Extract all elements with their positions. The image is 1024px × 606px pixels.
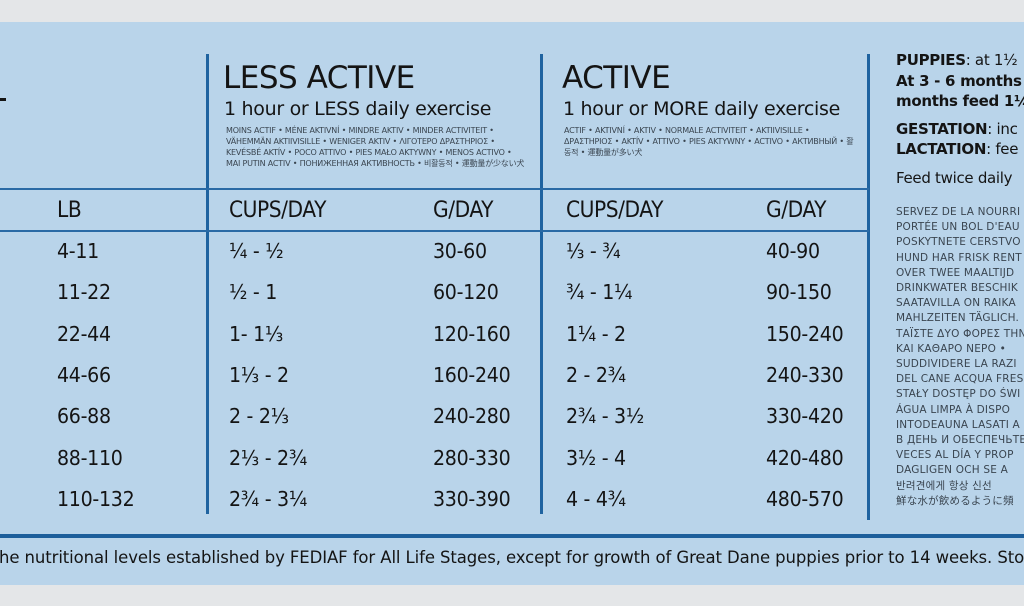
puppies-line-2: At 3 - 6 months: [896, 72, 1022, 90]
cell-less-cups: 1- 1⅓: [229, 321, 284, 346]
cell-less-cups: ¼ - ½: [229, 239, 284, 263]
cell-active-g: 240-330: [766, 362, 844, 387]
active-cups-header: CUPS/DAY: [566, 198, 664, 223]
cell-less-cups: 2⅓ - 2¾: [229, 445, 307, 470]
translation-line: SUDDIVIDERE LA RAZI: [896, 358, 1017, 371]
translation-line: ÁGUA LIMPA À DISPO: [896, 403, 1011, 416]
translation-line: MAHLZEITEN TÄGLICH.: [896, 312, 1020, 325]
cell-lb: 66-88: [57, 404, 111, 429]
less-active-subtitle: 1 hour or LESS daily exercise: [224, 98, 492, 120]
translation-line: 鮮な水が飲めるように頻: [896, 494, 1014, 507]
header-top-rule: [0, 188, 869, 190]
header-bottom-rule: [0, 230, 869, 232]
cell-less-g: 160-240: [433, 362, 511, 387]
translation-line: INTODEAUNA LASATI A: [896, 418, 1020, 431]
translation-line: PORTÉE UN BOL D'EAU: [896, 221, 1020, 234]
puppies-label: PUPPIES: [896, 51, 966, 69]
translation-line: SAATAVILLA ON RAIKA: [896, 297, 1016, 310]
less-cups-header: CUPS/DAY: [229, 198, 327, 223]
feed-twice-text: Feed twice daily: [896, 169, 1013, 187]
cell-active-g: 90-150: [766, 280, 832, 305]
cell-active-g: 420-480: [766, 445, 844, 470]
divider-side: [867, 54, 870, 520]
divider-active: [540, 54, 543, 514]
cell-active-g: 40-90: [766, 239, 820, 263]
lb-header: LB: [57, 198, 82, 223]
active-translations: ACTIF • AKTIVNÍ • AKTIV • NORMALE ACTIVI…: [564, 126, 854, 157]
cell-less-g: 60-120: [433, 280, 499, 305]
side-translations: SERVEZ DE LA NOURRI PORTÉE UN BOL D'EAU PO…: [896, 205, 1024, 509]
gestation-line: GESTATION: inc: [896, 119, 1018, 139]
translation-line: HUND HAR FRISK RENT: [896, 251, 1022, 264]
translation-line: ΤΑΪΣΤΕ ΔΥΟ ΦΟΡΕΣ ΤΗΝ: [896, 327, 1024, 340]
cell-lb: 44-66: [57, 362, 111, 387]
bottom-rule: [0, 534, 1024, 538]
translation-line: ΚΑΙ ΚΑΘΑΡΟ ΝΕΡΟ •: [896, 342, 1006, 355]
translation-line: STAŁY DOSTĘP DO ŚWI: [896, 388, 1021, 401]
lactation-text: : fee: [986, 140, 1019, 158]
translation-line: VECES AL DÍA Y PROP: [896, 449, 1014, 462]
less-active-translations: MOINS ACTIF • MÉNE AKTIVNÍ • MINDRE AKTI…: [226, 126, 525, 168]
translation-line: POSKYTNETE CERSTVO: [896, 236, 1021, 249]
feeding-chart-panel: LESS ACTIVE 1 hour or LESS daily exercis…: [0, 22, 1024, 585]
cell-less-cups: 2¾ - 3¼: [229, 486, 307, 511]
cell-less-g: 330-390: [433, 486, 511, 511]
cut-off-title-fragment: [0, 98, 6, 101]
cell-active-cups: 2 - 2¾: [566, 362, 626, 387]
translation-line: SERVEZ DE LA NOURRI: [896, 206, 1021, 218]
cell-active-g: 480-570: [766, 486, 844, 511]
translation-line: OVER TWEE MAALTIJD: [896, 266, 1015, 279]
cell-active-cups: 1¼ - 2: [566, 321, 626, 346]
cell-less-cups: 1⅓ - 2: [229, 362, 289, 387]
translation-line: DAGLIGEN OCH SE A: [896, 464, 1008, 477]
cell-active-cups: ⅓ - ¾: [566, 239, 621, 263]
gestation-text: : inc: [987, 120, 1018, 138]
cell-lb: 4-11: [57, 239, 99, 263]
active-grams-header: G/DAY: [766, 198, 827, 223]
footer-text: he nutritional levels established by FED…: [0, 548, 1024, 567]
cell-lb: 22-44: [57, 321, 111, 346]
cell-active-g: 150-240: [766, 321, 844, 346]
less-active-title: LESS ACTIVE: [223, 60, 415, 96]
cell-less-cups: 2 - 2⅓: [229, 404, 289, 429]
gestation-label: GESTATION: [896, 120, 988, 138]
translation-line: 반려견에게 항상 신선: [896, 479, 992, 492]
translation-line: DEL CANE ACQUA FRES: [896, 373, 1024, 386]
cell-active-cups: 3½ - 4: [566, 445, 626, 470]
lactation-label: LACTATION: [896, 140, 987, 158]
translation-line: DRINKWATER BESCHIK: [896, 282, 1019, 295]
active-subtitle: 1 hour or MORE daily exercise: [563, 98, 841, 120]
cell-lb: 11-22: [57, 280, 111, 305]
cell-less-g: 280-330: [433, 445, 511, 470]
cell-active-g: 330-420: [766, 404, 844, 429]
translation-line: В ДЕНЬ И ОБЕСПЕЧЬТЕ: [896, 434, 1024, 447]
puppies-text: : at 1½: [965, 51, 1018, 69]
puppies-line-3: months feed 1¼: [896, 92, 1024, 110]
cell-lb: 88-110: [57, 445, 123, 470]
lactation-line: LACTATION: fee: [896, 139, 1018, 159]
cell-less-cups: ½ - 1: [229, 280, 278, 305]
less-grams-header: G/DAY: [433, 198, 494, 223]
cell-less-g: 30-60: [433, 239, 487, 263]
cell-active-cups: 4 - 4¾: [566, 486, 626, 511]
cell-active-cups: 2¾ - 3½: [566, 404, 644, 429]
cell-lb: 110-132: [57, 486, 135, 511]
active-title: ACTIVE: [562, 60, 671, 96]
cell-less-g: 120-160: [433, 321, 511, 346]
cell-active-cups: ¾ - 1¼: [566, 280, 633, 305]
cell-less-g: 240-280: [433, 404, 511, 429]
puppies-line: PUPPIES: at 1½: [896, 50, 1018, 70]
divider-less-active: [206, 54, 209, 514]
